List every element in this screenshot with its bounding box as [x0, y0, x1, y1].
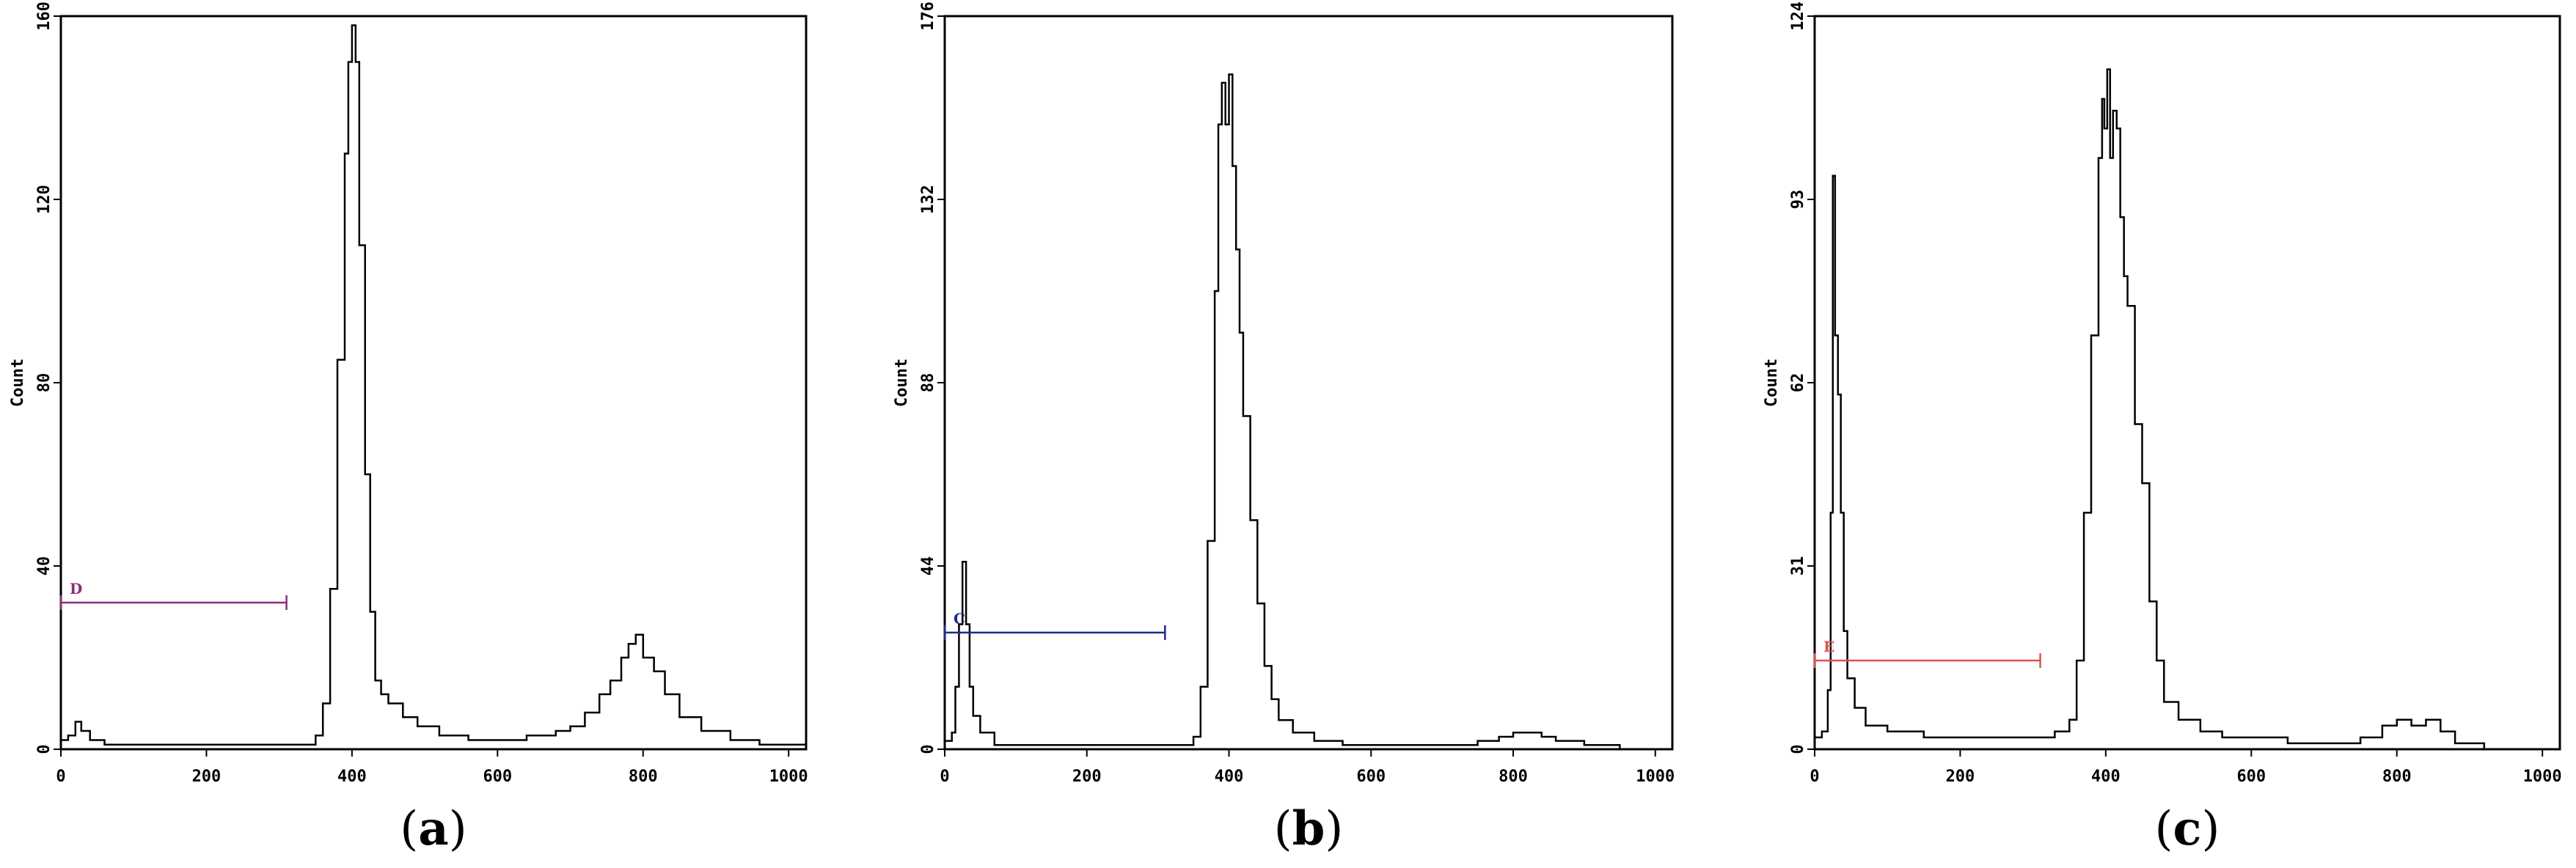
y-tick-label: 44 [919, 556, 937, 576]
panel-label-close: ) [1325, 802, 1343, 856]
panel-a: 0 200 400 600 800 1000 0 40 80 120 160 Count D (a) [9, 1, 808, 856]
histogram-series [945, 73, 1672, 751]
y-tick-label: 0 [919, 744, 937, 754]
y-tick-label: 160 [35, 1, 54, 31]
x-tick-label: 200 [1072, 768, 1102, 786]
y-axis-label: Count [893, 358, 911, 407]
x-tick-label: 0 [1810, 768, 1819, 786]
gate-label: D [70, 580, 82, 597]
x-tick-label: 0 [940, 768, 949, 786]
panel-label-open: ( [1274, 802, 1292, 856]
y-tick-label: 120 [35, 185, 54, 214]
plot-frame [59, 15, 808, 751]
y-tick-label: 0 [35, 744, 54, 754]
plot-frame [1813, 15, 2561, 751]
y-tick-label: 80 [35, 373, 54, 393]
y-tick-label: 93 [1789, 190, 1807, 210]
x-tick-label: 1000 [2523, 768, 2562, 786]
panel-label-letter: c [2173, 801, 2202, 856]
x-tick-label: 1000 [769, 768, 808, 786]
panel-label-open: ( [400, 802, 418, 856]
gate-label: E [1823, 638, 1834, 655]
x-tick-label: 800 [1499, 768, 1528, 786]
x-tick-label: 1000 [1636, 768, 1675, 786]
x-tick-label: 200 [192, 768, 222, 786]
x-tick-label: 400 [337, 768, 367, 786]
panel-label: (b) [1274, 801, 1344, 856]
plot-frame [943, 15, 1674, 751]
x-tick-label: 600 [483, 768, 512, 786]
histogram-series [61, 24, 808, 749]
panel-b: 0 200 400 600 800 1000 0 44 88 132 176 Count C (b) [893, 1, 1675, 856]
x-tick-label: 600 [2236, 768, 2266, 786]
panel-label-close: ) [2201, 802, 2220, 856]
y-tick-label: 40 [35, 556, 54, 576]
x-tick-label: 800 [629, 768, 658, 786]
y-axis-label: Count [1763, 358, 1781, 407]
gate-label: C [954, 610, 965, 628]
panel-label: (c) [2155, 801, 2220, 856]
y-tick-label: 62 [1789, 373, 1807, 393]
panel-label-close: ) [449, 802, 467, 856]
y-tick-label: 132 [919, 185, 937, 214]
y-axis-label: Count [9, 358, 27, 407]
panel-c: 0 200 400 600 800 1000 0 31 62 93 124 Count E (c) [1763, 1, 2562, 856]
x-tick-label: 400 [1215, 768, 1244, 786]
histogram-series [1815, 68, 2560, 751]
panel-label: (a) [400, 801, 466, 856]
panel-label-letter: a [418, 801, 448, 856]
x-tick-label: 600 [1356, 768, 1386, 786]
x-tick-label: 800 [2382, 768, 2412, 786]
panel-label-letter: b [1292, 801, 1325, 856]
x-tick-label: 400 [2091, 768, 2121, 786]
x-tick-label: 0 [56, 768, 65, 786]
y-tick-label: 124 [1789, 1, 1807, 31]
panel-label-open: ( [2155, 802, 2173, 856]
y-tick-label: 88 [919, 373, 937, 393]
y-tick-label: 0 [1789, 744, 1807, 754]
y-tick-label: 176 [919, 1, 937, 31]
x-tick-label: 200 [1946, 768, 1975, 786]
y-tick-label: 31 [1789, 556, 1807, 576]
